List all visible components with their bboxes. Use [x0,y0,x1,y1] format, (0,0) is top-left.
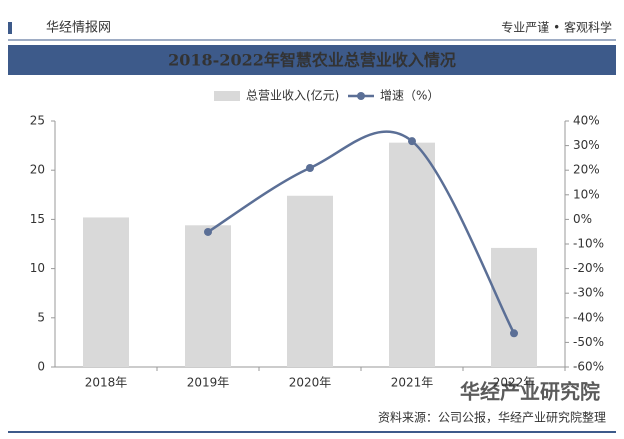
brand: 华经情报网 [46,21,111,36]
y2-tick-label: -20% [573,261,604,275]
y2-tick-label: 30% [573,138,600,152]
line-point [306,163,314,172]
y-tick-label: 20 [30,163,45,177]
y2-tick-label: -60% [573,360,604,374]
y2-tick-label: 20% [573,163,600,177]
y-tick-label: 5 [37,310,45,324]
y-tick-label: 15 [30,212,45,226]
y2-tick-label: 10% [573,187,600,201]
legend-swatch [214,91,240,101]
y-tick-label: 25 [30,114,45,128]
title-bar [8,45,616,75]
y2-tick-label: 0% [573,212,592,226]
bar [83,217,129,367]
legend-swatch [357,92,365,100]
x-tick-label: 2018年 [85,376,128,390]
line-point [204,227,212,236]
brand-icon [8,22,12,34]
y2-tick-label: -40% [573,310,604,324]
y2-tick-label: 40% [573,114,600,128]
y-tick-label: 10 [30,261,45,275]
x-tick-label: 2020年 [289,376,332,390]
watermark: 华经产业研究院 [460,380,600,404]
x-tick-label: 2019年 [187,376,230,390]
y2-tick-label: -30% [573,286,604,300]
line [207,130,516,334]
x-tick-label: 2021年 [391,376,434,390]
source: 资料来源：公司公报，华经产业研究院整理 [378,410,606,425]
y-tick-label: 0 [37,360,45,374]
legend-label: 增速（%） [380,89,439,103]
x-tick-label: 2022年 [493,376,536,390]
chart-title: 2018-2022年智慧农业总营业收入情况 [168,51,456,70]
legend-label: 总营业收入(亿元) [246,88,339,103]
bar [185,225,231,367]
slogan: 专业严谨 • 客观科学 [501,20,612,35]
line-point [510,329,518,338]
y2-tick-label: -10% [573,237,604,251]
bar [389,142,435,367]
line-point [408,137,416,146]
y2-tick-label: -50% [573,335,604,349]
bar [287,195,333,367]
bar [491,247,537,367]
